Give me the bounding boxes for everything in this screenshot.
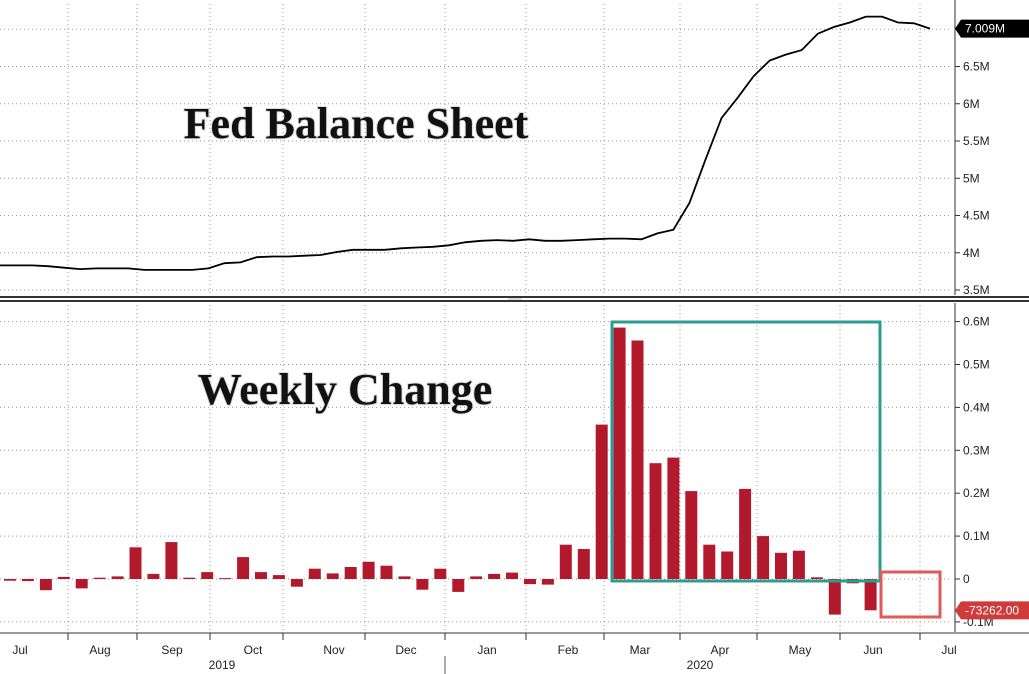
- x-tick-label: Oct: [244, 643, 263, 657]
- last-value-box-top: [955, 19, 1029, 38]
- weekly-change-bar: [290, 579, 303, 587]
- weekly-change-bar: [129, 547, 142, 579]
- weekly-change-bar: [631, 340, 644, 579]
- top-y-tick-label: 6M: [963, 97, 980, 111]
- weekly-change-bar: [613, 327, 626, 579]
- chart-title-weekly-change: Weekly Change: [198, 365, 493, 414]
- weekly-change-bar: [595, 424, 608, 579]
- highlight-box-covid: [610, 320, 882, 583]
- weekly-change-bar: [506, 572, 518, 579]
- weekly-change-bar: [201, 572, 214, 579]
- weekly-change-bar: [739, 488, 752, 579]
- weekly-change-bar: [93, 577, 106, 579]
- x-tick-label: Jan: [477, 643, 496, 657]
- weekly-change-bar: [810, 577, 823, 579]
- weekly-change-bar: [165, 542, 178, 579]
- weekly-change-bar: [219, 578, 232, 580]
- x-tick-label: Feb: [558, 643, 579, 657]
- weekly-change-bar: [667, 457, 680, 579]
- balance-sheet-panel: [0, 15, 931, 271]
- weekly-change-bar: [452, 579, 465, 592]
- weekly-change-bar: [703, 544, 716, 579]
- weekly-change-bar: [470, 576, 483, 579]
- last-value-label-bottom: -73262.00: [965, 603, 1019, 617]
- weekly-change-bar: [147, 573, 160, 579]
- weekly-change-bar: [775, 552, 787, 579]
- weekly-change-bar: [864, 579, 877, 611]
- x-tick-label: Aug: [89, 643, 110, 657]
- weekly-change-bar: [488, 573, 501, 579]
- weekly-change-bar: [326, 573, 339, 579]
- bottom-y-tick-label: 0.5M: [963, 358, 990, 372]
- weekly-change-bar: [75, 579, 88, 589]
- weekly-change-bar: [792, 550, 805, 579]
- weekly-change-bar: [559, 544, 572, 579]
- weekly-change-bar: [721, 551, 734, 579]
- weekly-change-bar: [21, 579, 34, 582]
- top-y-tick-label: 4M: [963, 246, 980, 260]
- bottom-y-tick-label: 0.6M: [963, 315, 990, 329]
- weekly-change-bar: [183, 577, 196, 579]
- weekly-change-panel: [4, 320, 942, 619]
- weekly-change-bar: [111, 576, 124, 579]
- x-tick-label: Jul: [12, 643, 27, 657]
- year-label: 2019: [209, 658, 236, 672]
- x-tick-label: Dec: [395, 643, 416, 657]
- weekly-change-bar: [255, 572, 267, 579]
- x-tick-label: Jun: [863, 643, 882, 657]
- weekly-change-bar: [541, 579, 554, 585]
- x-tick-label: Sep: [161, 643, 183, 657]
- weekly-change-bar: [757, 536, 770, 579]
- weekly-change-bar: [398, 576, 411, 579]
- chart-title-balance-sheet: Fed Balance Sheet: [184, 99, 529, 148]
- highlight-box-negative: [879, 570, 942, 619]
- top-y-tick-label: 4.5M: [963, 209, 990, 223]
- weekly-change-bar: [237, 557, 250, 579]
- weekly-change-bar: [4, 579, 16, 581]
- weekly-change-bar: [685, 491, 698, 579]
- x-tick-label: Apr: [711, 643, 730, 657]
- weekly-change-bar: [362, 561, 375, 579]
- top-y-tick-label: 3.5M: [963, 283, 990, 297]
- x-tick-label: Nov: [323, 643, 344, 657]
- weekly-change-bar: [828, 579, 841, 615]
- bottom-y-tick-label: 0.1M: [963, 529, 990, 543]
- weekly-change-bar: [416, 579, 429, 590]
- weekly-change-bar: [344, 567, 357, 579]
- bottom-y-tick-label: 0.4M: [963, 400, 990, 414]
- top-y-tick-label: 5.5M: [963, 134, 990, 148]
- x-tick-label: Mar: [630, 643, 651, 657]
- bottom-y-tick-label: 0.2M: [963, 486, 990, 500]
- weekly-change-bar: [308, 568, 321, 579]
- weekly-change-bar: [39, 579, 52, 591]
- weekly-change-bar: [649, 463, 662, 579]
- x-tick-label: Jul: [941, 643, 956, 657]
- balance-sheet-line: [0, 15, 931, 271]
- top-y-tick-label: 5M: [963, 171, 980, 185]
- x-tick-label: May: [789, 643, 812, 657]
- last-value-box-bottom: [955, 601, 1029, 620]
- bottom-y-tick-label: 0: [963, 572, 970, 586]
- weekly-change-bar: [524, 579, 536, 585]
- weekly-change-bar: [272, 575, 285, 579]
- weekly-change-bar: [380, 565, 393, 579]
- weekly-change-bar: [434, 568, 447, 579]
- weekly-change-bar: [577, 549, 590, 579]
- year-label: 2020: [687, 658, 714, 672]
- weekly-change-bar: [57, 576, 70, 579]
- top-y-tick-label: 6.5M: [963, 60, 990, 74]
- last-value-label-top: 7.009M: [965, 22, 1005, 36]
- bottom-y-tick-label: 0.3M: [963, 443, 990, 457]
